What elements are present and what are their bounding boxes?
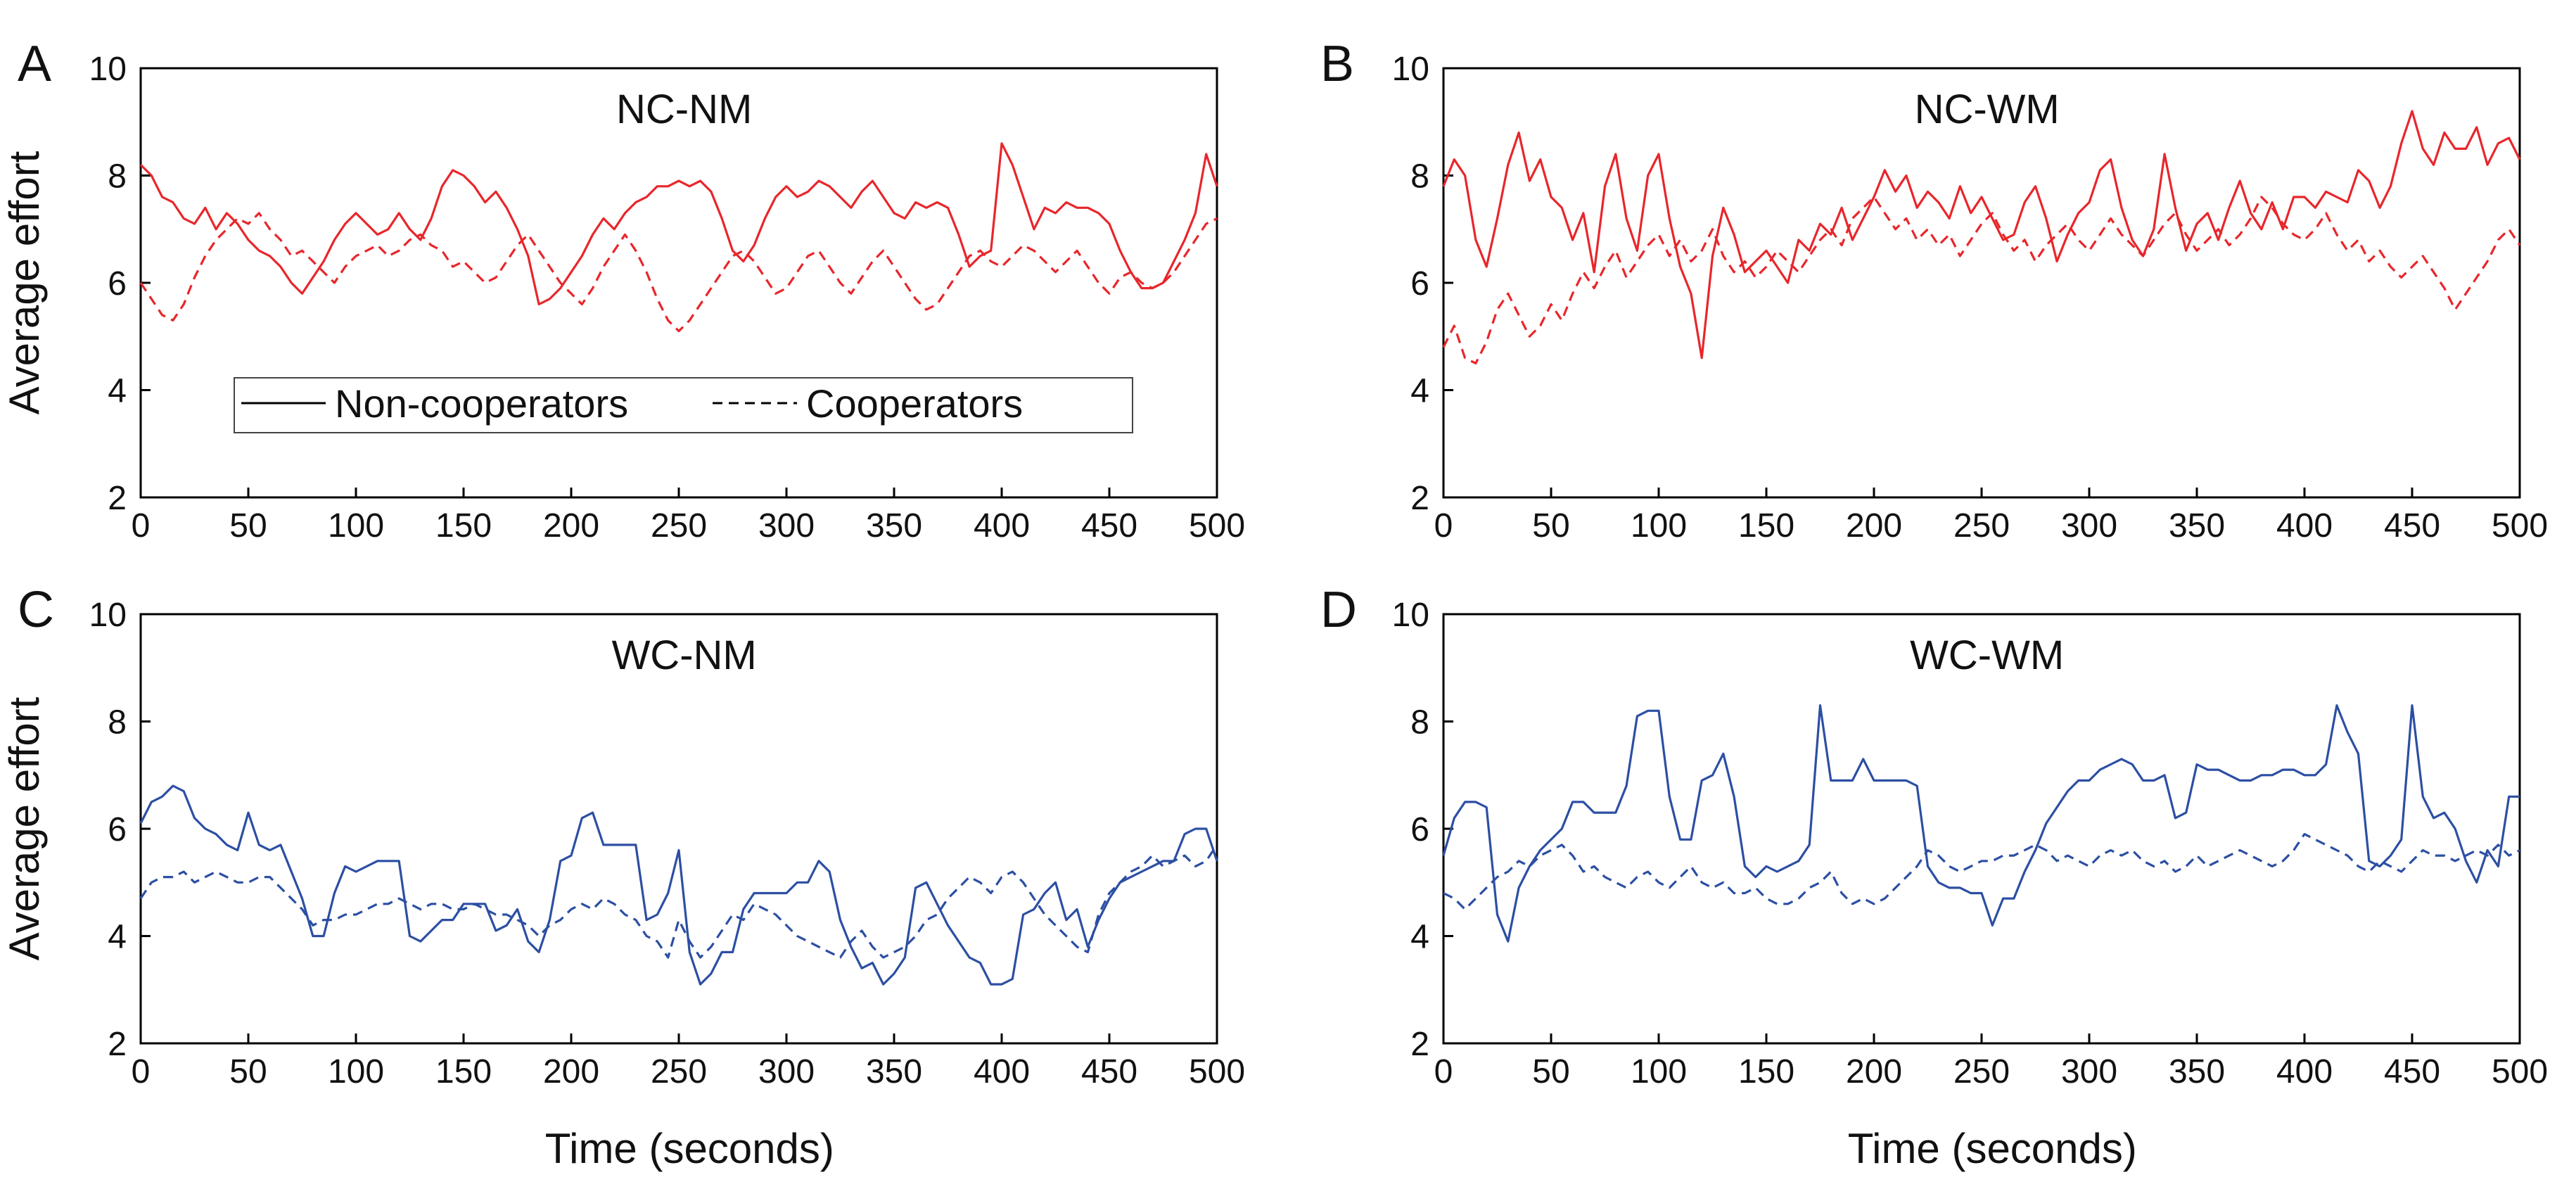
- x-tick-label: 300: [758, 507, 815, 545]
- series-line-cooperators: [1443, 832, 2520, 911]
- series-line-cooperators: [139, 212, 1218, 333]
- x-axis-title: Time (seconds): [1848, 1125, 2137, 1172]
- panel-letter: D: [1320, 582, 1357, 638]
- y-tick-label: 4: [108, 919, 127, 956]
- y-tick-label: 4: [1410, 919, 1429, 956]
- plot-frame: [139, 613, 1218, 1045]
- y-axis-title: Average effort: [1, 696, 48, 960]
- x-tick-label: 400: [974, 1053, 1030, 1090]
- x-tick-label: 100: [1631, 507, 1687, 545]
- x-tick-label: 450: [1081, 1053, 1137, 1090]
- x-tick-label: 100: [1631, 1053, 1687, 1090]
- x-tick-label: 200: [543, 1053, 599, 1090]
- panel-title: WC-WM: [1910, 632, 2064, 678]
- x-tick-label: 350: [866, 507, 922, 545]
- x-tick-label: 100: [328, 507, 384, 545]
- x-tick-label: 300: [2061, 507, 2117, 545]
- x-tick-label: 500: [1189, 507, 1245, 545]
- y-tick-label: 8: [108, 704, 127, 742]
- x-tick-label: 400: [2276, 1053, 2333, 1090]
- x-tick-label: 50: [229, 1053, 267, 1090]
- x-tick-label: 450: [2384, 507, 2440, 545]
- x-tick-label: 300: [2061, 1053, 2117, 1090]
- series-line-cooperators: [1442, 196, 2521, 365]
- x-tick-label: 150: [435, 507, 492, 545]
- plot-frame: [1442, 67, 2521, 499]
- x-tick-label: 150: [1738, 507, 1794, 545]
- x-tick-label: 350: [2169, 507, 2225, 545]
- y-tick-label: 4: [1410, 373, 1429, 410]
- y-tick-label: 10: [89, 597, 127, 634]
- y-tick-label: 4: [108, 373, 127, 410]
- panel-title: NC-NM: [616, 87, 752, 132]
- y-tick-label: 6: [108, 811, 127, 848]
- x-tick-label: 150: [435, 1053, 492, 1090]
- x-tick-label: 500: [2492, 1053, 2548, 1090]
- panel-title: NC-WM: [1915, 87, 2060, 132]
- legend-box: [234, 377, 1133, 433]
- y-tick-label: 10: [1392, 597, 1429, 634]
- panel-letter: A: [18, 36, 51, 92]
- x-tick-label: 400: [974, 507, 1030, 545]
- x-tick-label: 300: [758, 1053, 815, 1090]
- x-tick-label: 0: [1434, 1053, 1453, 1090]
- x-tick-label: 200: [543, 507, 599, 545]
- x-tick-label: 500: [1189, 1053, 1245, 1090]
- x-tick-label: 200: [1846, 507, 1902, 545]
- y-tick-label: 6: [1410, 265, 1429, 303]
- series-line-non-cooperators: [1442, 110, 2521, 360]
- x-tick-label: 250: [651, 507, 707, 545]
- x-tick-label: 200: [1846, 1053, 1902, 1090]
- plot-frame: [1442, 613, 2521, 1045]
- x-tick-label: 250: [651, 1053, 707, 1090]
- series-line-non-cooperators: [139, 142, 1218, 306]
- panel-letter: B: [1320, 36, 1354, 92]
- x-tick-label: 450: [2384, 1053, 2440, 1090]
- y-tick-label: 2: [1410, 1026, 1429, 1063]
- x-tick-label: 350: [2169, 1053, 2225, 1090]
- x-tick-label: 100: [328, 1053, 384, 1090]
- x-tick-label: 50: [1532, 507, 1569, 545]
- y-tick-label: 6: [108, 265, 127, 303]
- x-tick-label: 450: [1081, 507, 1137, 545]
- panel-letter: C: [18, 582, 54, 638]
- y-tick-label: 8: [1410, 158, 1429, 196]
- legend: Non-cooperators Cooperators: [234, 377, 1133, 433]
- legend-label-non-cooperators: Non-cooperators: [335, 381, 628, 426]
- x-tick-label: 150: [1738, 1053, 1794, 1090]
- x-tick-label: 500: [2492, 507, 2548, 545]
- series-line-non-cooperators: [1442, 704, 2520, 943]
- y-tick-label: 10: [89, 51, 127, 88]
- x-tick-label: 50: [229, 507, 267, 545]
- x-tick-label: 400: [2276, 507, 2333, 545]
- legend-label-cooperators: Cooperators: [806, 381, 1023, 426]
- y-tick-label: 8: [1410, 704, 1429, 742]
- y-tick-label: 2: [1410, 480, 1429, 517]
- y-axis-title: Average effort: [1, 151, 48, 414]
- series-line-non-cooperators: [139, 784, 1218, 986]
- x-tick-label: 250: [1953, 1053, 2010, 1090]
- y-tick-label: 2: [108, 1026, 127, 1063]
- y-tick-label: 2: [108, 480, 127, 517]
- y-tick-label: 8: [108, 158, 127, 196]
- x-tick-label: 350: [866, 1053, 922, 1090]
- x-tick-label: 0: [1434, 507, 1453, 545]
- x-tick-label: 50: [1532, 1053, 1569, 1090]
- panel-title: WC-NM: [612, 632, 757, 678]
- x-tick-label: 0: [132, 1053, 151, 1090]
- y-tick-label: 10: [1392, 51, 1429, 88]
- x-tick-label: 0: [132, 507, 151, 545]
- x-axis-title: Time (seconds): [545, 1125, 834, 1172]
- x-tick-label: 250: [1953, 507, 2010, 545]
- y-tick-label: 6: [1410, 811, 1429, 848]
